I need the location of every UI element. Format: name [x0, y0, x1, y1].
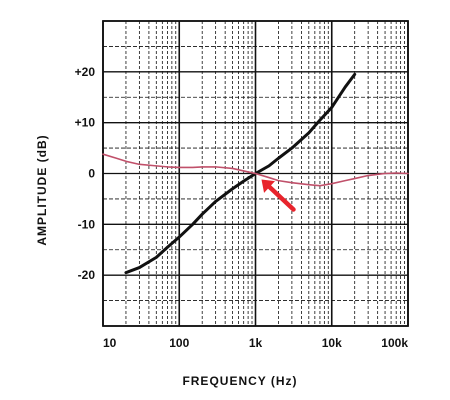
y-tick-label: -20	[78, 268, 96, 282]
annotation-layer	[261, 179, 296, 212]
x-axis-title: FREQUENCY (Hz)	[182, 374, 297, 388]
x-tick-label: 100k	[381, 336, 408, 350]
x-tick-label: 1k	[249, 336, 263, 350]
arrow-head	[261, 179, 275, 193]
arrow-shaft	[267, 184, 296, 212]
y-axis-title: AMPLITUDE (dB)	[35, 134, 49, 245]
series-1-line	[124, 72, 357, 275]
y-tick-label: -10	[78, 217, 96, 231]
series-2-line	[102, 153, 409, 187]
y-tick-label: +20	[75, 65, 96, 79]
x-tick-label: 10	[103, 336, 117, 350]
x-tick-label: 100	[169, 336, 189, 350]
series-layer	[102, 72, 409, 275]
series-2	[102, 153, 409, 187]
y-tick-label: 0	[88, 167, 95, 181]
series-1	[124, 72, 357, 275]
x-tick-labels: 10 100 1k 10k 100k	[103, 336, 408, 350]
y-tick-labels: +20 +10 0 -10 -20	[75, 65, 96, 282]
red-arrow-annotation	[261, 179, 296, 212]
x-tick-label: 10k	[322, 336, 342, 350]
y-tick-label: +10	[75, 116, 96, 130]
